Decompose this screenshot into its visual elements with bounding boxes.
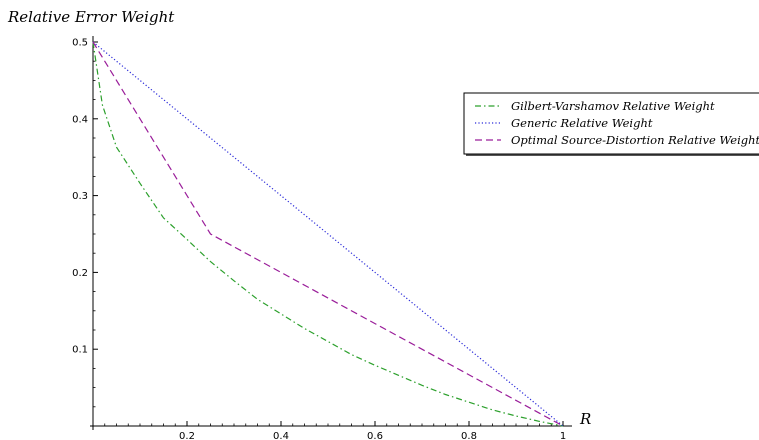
y-tick-label: 0.5 [72, 38, 88, 49]
series-line-2 [92, 41, 564, 427]
legend-label-1: Gilbert-Varshamov Relative Weight [511, 99, 715, 113]
x-tick-label: 1 [560, 431, 566, 440]
y-tick-label: 0.4 [72, 114, 88, 125]
legend-box [463, 92, 759, 155]
y-tick-label: 0.3 [72, 191, 88, 202]
x-axis-title: R [579, 410, 591, 428]
x-tick-label: 0.6 [367, 431, 383, 440]
axes: 0.2 0.4 0.6 0.8 1 0.1 0.2 0.3 0.4 0.5 [72, 36, 572, 440]
legend: Gilbert-Varshamov Relative Weight Generic… [463, 92, 759, 156]
series-line-3 [92, 41, 564, 427]
series-layer [92, 41, 564, 427]
x-tick-label: 0.8 [461, 431, 477, 440]
series-line-1 [92, 41, 564, 427]
x-tick-label: 0.2 [179, 431, 195, 440]
y-tick-label: 0.1 [72, 345, 88, 356]
y-axis-title: Relative Error Weight [7, 8, 175, 26]
legend-label-3: Optimal Source-Distortion Relative Weigh… [511, 133, 759, 147]
x-tick-label: 0.4 [273, 431, 289, 440]
legend-label-2: Generic Relative Weight [511, 116, 653, 130]
y-tick-label: 0.2 [72, 268, 88, 279]
